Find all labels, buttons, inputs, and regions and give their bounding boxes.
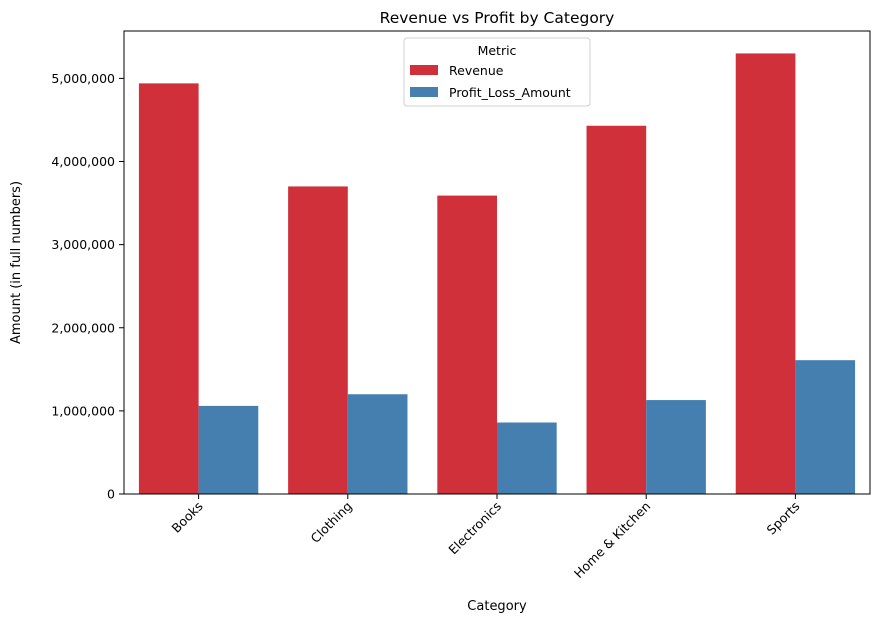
legend-swatch-revenue — [410, 65, 438, 75]
bar-profit-loss-amount-electronics — [497, 422, 557, 494]
bar-profit-loss-amount-clothing — [347, 394, 408, 494]
x-axis-label: Category — [467, 599, 527, 614]
bar-revenue-electronics — [437, 195, 497, 494]
y-tick-label: 0 — [107, 487, 115, 502]
x-axis: Books Clothing Electronics Home & Kitchen Sp… — [169, 494, 803, 581]
y-axis: 0 1,000,000 2,000,000 3,000,000 4,000,000 5,0… — [51, 71, 124, 502]
bar-profit-loss-amount-books — [198, 405, 259, 494]
x-tick-label-electronics: Electronics — [445, 499, 504, 558]
x-tick-label-sports: Sports — [764, 499, 803, 538]
y-axis-label: Amount (in full numbers) — [9, 181, 24, 344]
x-tick-label-books: Books — [169, 499, 206, 536]
legend-box — [403, 37, 591, 107]
legend-title: Metric — [478, 43, 517, 58]
chart-title: Revenue vs Profit by Category — [380, 9, 615, 27]
bars-group — [138, 53, 856, 495]
legend-label-profit-loss-amount: Profit_Loss_Amount — [449, 85, 571, 100]
bar-revenue-clothing — [288, 186, 348, 494]
y-tick-label: 5,000,000 — [51, 71, 115, 86]
legend: Metric Revenue Profit_Loss_Amount — [403, 37, 591, 107]
legend-label-revenue: Revenue — [449, 63, 504, 78]
legend-swatch-profit-loss-amount — [410, 87, 438, 97]
bar-revenue-home-kitchen — [586, 125, 647, 494]
y-tick-label: 2,000,000 — [51, 320, 115, 335]
bar-revenue-sports — [735, 53, 796, 494]
x-tick-label-clothing: Clothing — [308, 499, 355, 546]
y-tick-label: 3,000,000 — [51, 237, 115, 252]
y-tick-label: 1,000,000 — [51, 403, 115, 418]
x-tick-label-home-kitchen: Home & Kitchen — [571, 499, 653, 581]
y-tick-label: 4,000,000 — [51, 154, 115, 169]
bar-profit-loss-amount-sports — [795, 360, 856, 494]
bar-revenue-books — [138, 83, 199, 495]
bar-profit-loss-amount-home-kitchen — [646, 400, 706, 494]
